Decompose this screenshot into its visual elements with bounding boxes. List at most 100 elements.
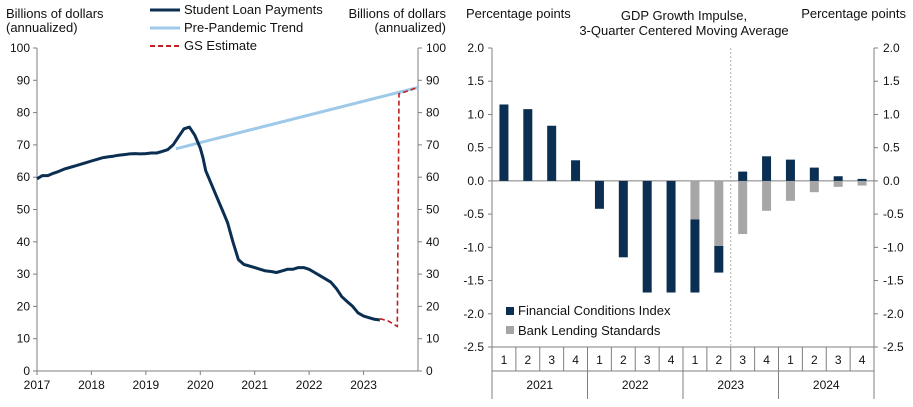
y-tick-label-left: 30	[17, 267, 31, 281]
bar-financial-conditions	[809, 167, 819, 181]
bar-financial-conditions	[762, 156, 772, 181]
y-tick-label-left: 0	[23, 364, 30, 378]
chart-title-line1: GDP Growth Impulse,	[621, 8, 747, 23]
bar-y-tick-label-right: -1.0	[883, 240, 904, 254]
right-axes: -2.5 -2.5 -2.0 -2.0 -1.5 -1.5 -1.0 -1.0 -0.5 -0.5…	[463, 41, 904, 399]
right-chart-right-axis-title: Percentage points	[801, 6, 906, 21]
legend-label-pre-pandemic-trend: Pre-Pandemic Trend	[184, 20, 303, 35]
y-tick-label-right: 50	[426, 203, 440, 217]
quarter-label: 3	[644, 353, 651, 367]
y-tick-label-right: 30	[426, 267, 440, 281]
bar-bank-lending	[762, 180, 772, 211]
y-tick-label-right: 90	[426, 73, 440, 87]
y-tick-label-left: 60	[17, 170, 31, 184]
bar-financial-conditions	[523, 109, 533, 181]
y-tick-label-left: 80	[17, 106, 31, 120]
quarter-label: 2	[620, 353, 627, 367]
right-chart-left-axis-title: Percentage points	[466, 6, 571, 21]
series-line-gs-estimate	[379, 86, 419, 328]
y-tick-label-right: 0	[426, 364, 433, 378]
bar-financial-conditions	[594, 180, 604, 209]
y-tick-label-left: 90	[17, 73, 31, 87]
y-tick-label-right: 40	[426, 235, 440, 249]
x-tick-label: 2023	[350, 378, 377, 392]
series-line-student-loan-payments	[36, 125, 381, 322]
left-axis-title-line1: Billions of dollars	[6, 6, 104, 21]
bar-financial-conditions	[833, 176, 843, 181]
bar-bank-lending	[833, 180, 843, 187]
quarter-label: 1	[596, 353, 603, 367]
bar-financial-conditions	[785, 159, 795, 181]
line-legend: Student Loan Payments Pre-Pandemic Trend…	[150, 2, 323, 53]
bar-bank-lending	[690, 180, 700, 220]
bar-financial-conditions	[547, 125, 557, 181]
bar-financial-conditions	[666, 180, 676, 293]
bar-financial-conditions	[571, 160, 581, 181]
bar-y-tick-label-left: 0.0	[467, 174, 484, 188]
bar-y-tick-label-right: -2.0	[883, 307, 904, 321]
bar-y-tick-label-right: 1.5	[883, 74, 900, 88]
x-tick-label: 2021	[241, 378, 268, 392]
bar-bank-lending	[809, 180, 819, 193]
x-tick-label: 2022	[296, 378, 323, 392]
quarter-label: 1	[787, 353, 794, 367]
x-tick-label: 2020	[187, 378, 214, 392]
quarter-label: 2	[715, 353, 722, 367]
bar-y-tick-label-left: -2.5	[463, 340, 484, 354]
left-chart: Billions of dollars (annualized) Billion…	[6, 2, 446, 392]
y-tick-label-left: 10	[17, 332, 31, 346]
left-axis-title-line2: (annualized)	[6, 20, 78, 35]
y-tick-label-right: 80	[426, 106, 440, 120]
y-tick-label-left: 40	[17, 235, 31, 249]
year-label: 2024	[813, 378, 840, 392]
y-tick-label-right: 100	[426, 41, 446, 55]
y-tick-label-right: 20	[426, 299, 440, 313]
y-tick-label-right: 70	[426, 138, 440, 152]
bar-y-tick-label-right: 1.0	[883, 107, 900, 121]
bar-financial-conditions	[642, 180, 652, 293]
y-tick-label-left: 50	[17, 203, 31, 217]
bar-bank-lending	[714, 180, 724, 247]
right-chart: Percentage points Percentage points GDP …	[463, 6, 906, 399]
quarter-label: 1	[692, 353, 699, 367]
bar-y-tick-label-right: 0.0	[883, 174, 900, 188]
y-tick-label-right: 10	[426, 332, 440, 346]
x-tick-label: 2017	[24, 378, 51, 392]
quarter-label: 1	[501, 353, 508, 367]
legend-label-financial-conditions: Financial Conditions Index	[518, 303, 671, 318]
quarter-label: 4	[668, 353, 675, 367]
bar-y-tick-label-left: 1.0	[467, 107, 484, 121]
series-line-pre-pandemic-trend	[175, 85, 419, 151]
bar-financial-conditions	[857, 178, 867, 181]
bar-financial-conditions	[499, 104, 509, 181]
bar-y-tick-label-left: -1.5	[463, 274, 484, 288]
bar-financial-conditions	[738, 171, 748, 181]
right-bars	[499, 104, 867, 293]
legend-label-student-loan: Student Loan Payments	[184, 2, 323, 17]
bar-legend: Financial Conditions Index Bank Lending …	[506, 303, 671, 338]
bar-y-tick-label-right: -2.5	[883, 340, 904, 354]
quarter-label: 4	[572, 353, 579, 367]
year-label: 2023	[717, 378, 744, 392]
quarter-label: 2	[524, 353, 531, 367]
x-tick-label: 2019	[133, 378, 160, 392]
bar-y-tick-label-right: -0.5	[883, 207, 904, 221]
bar-y-tick-label-left: -0.5	[463, 207, 484, 221]
quarter-label: 4	[859, 353, 866, 367]
bar-y-tick-label-left: -1.0	[463, 240, 484, 254]
year-label: 2021	[526, 378, 553, 392]
y-tick-label-left: 20	[17, 299, 31, 313]
chart-title-line2: 3-Quarter Centered Moving Average	[579, 23, 788, 38]
quarter-label: 3	[548, 353, 555, 367]
quarter-label: 2	[811, 353, 818, 367]
y-tick-label-right: 60	[426, 170, 440, 184]
right-axis-title-line2: (annualized)	[374, 20, 446, 35]
bar-y-tick-label-right: -1.5	[883, 274, 904, 288]
x-tick-label: 2018	[78, 378, 105, 392]
bar-y-tick-label-right: 2.0	[883, 41, 900, 55]
legend-label-gs-estimate: GS Estimate	[184, 38, 257, 53]
legend-swatch-financial-conditions	[506, 307, 514, 315]
bar-financial-conditions	[714, 246, 724, 273]
